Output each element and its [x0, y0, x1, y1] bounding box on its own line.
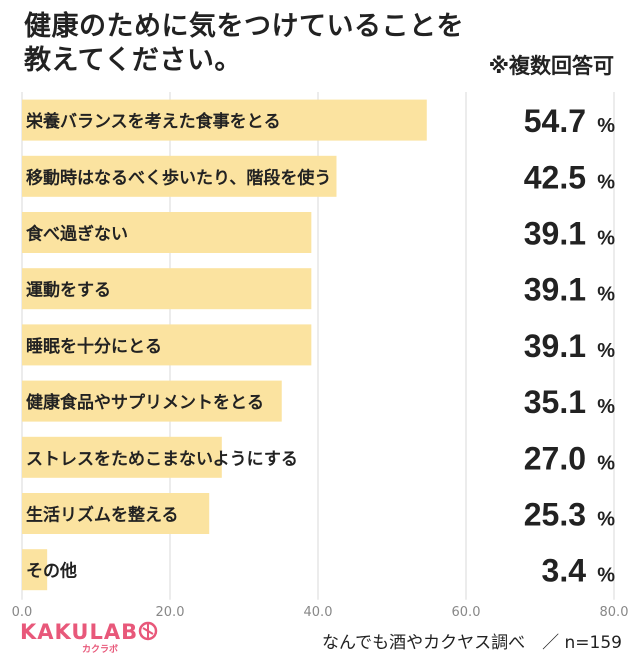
value-label: 39.1: [524, 216, 586, 252]
category-label: 運動をする: [26, 280, 111, 301]
x-tick-label: 0.0: [12, 605, 33, 620]
bar: [22, 99, 427, 141]
category-label: その他: [26, 561, 77, 582]
kakulabo-logo: KAKULAB カクラボ: [20, 620, 160, 655]
percent-sign: %: [597, 228, 615, 250]
value-label: 39.1: [524, 272, 586, 308]
category-label: 健康食品やサプリメントをとる: [26, 392, 264, 413]
percent-sign: %: [597, 115, 615, 137]
logo-main-text: KAKULAB: [20, 620, 139, 644]
bar: [22, 380, 282, 422]
percent-sign: %: [597, 284, 615, 306]
percent-sign: %: [597, 452, 615, 474]
value-label: 54.7: [524, 103, 586, 139]
bar: [22, 268, 312, 310]
percent-sign: %: [597, 340, 615, 362]
percent-sign: %: [597, 171, 615, 193]
logo-circle-icon: [138, 621, 158, 641]
chart-title: 健康のために気をつけていることを 教えてください。: [24, 10, 484, 78]
percent-sign: %: [597, 396, 615, 418]
value-label: 27.0: [524, 440, 586, 476]
percent-sign: %: [597, 565, 615, 587]
percent-sign: %: [597, 509, 615, 531]
bar: [22, 549, 48, 591]
title-line-2: 教えてください。: [24, 45, 242, 76]
bar: [22, 155, 337, 197]
category-label: 食べ過ぎない: [26, 224, 128, 245]
category-label: 生活リズムを整える: [26, 505, 179, 526]
value-label: 42.5: [524, 159, 586, 195]
bar: [22, 324, 312, 366]
category-label: 栄養バランスを考えた食事をとる: [25, 111, 281, 132]
bar: [22, 436, 222, 478]
x-tick-label: 20.0: [156, 605, 185, 620]
multiple-answers-note: ※複数回答可: [488, 54, 614, 78]
category-label: ストレスをためこまないようにする: [26, 449, 298, 469]
value-label: 25.3: [524, 497, 586, 533]
bar: [22, 493, 210, 534]
category-label: 移動時はなるべく歩いたり、階段を使う: [26, 167, 331, 188]
x-tick-label: 40.0: [304, 605, 333, 620]
value-label: 3.4: [542, 553, 587, 589]
x-tick-label: 60.0: [452, 605, 481, 620]
logo-sub-text: カクラボ: [82, 645, 119, 655]
x-tick-label: 80.0: [600, 605, 629, 620]
value-label: 35.1: [524, 384, 586, 420]
source-note: なんでも酒やカクヤス調べ ／ n=159: [321, 633, 622, 653]
bar: [22, 212, 312, 253]
value-label: 39.1: [524, 328, 586, 364]
category-label: 睡眠を十分にとる: [26, 336, 162, 357]
title-line-1: 健康のために気をつけていることを: [24, 11, 464, 42]
